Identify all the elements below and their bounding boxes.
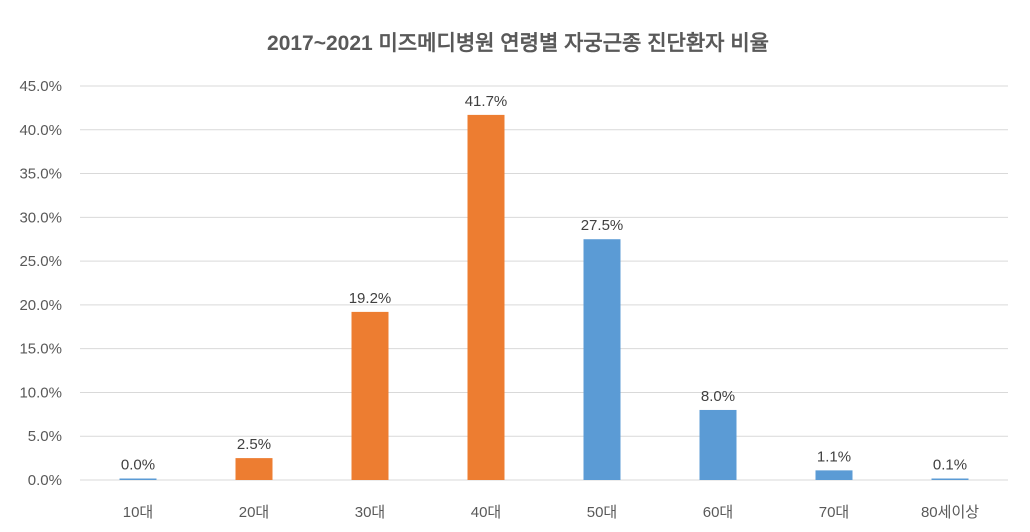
- y-tick-label: 15.0%: [19, 341, 62, 358]
- bar: [119, 478, 157, 480]
- x-tick-label: 70대: [819, 504, 850, 521]
- bar: [931, 478, 969, 480]
- data-label: 2.5%: [237, 436, 271, 453]
- y-tick-label: 0.0%: [28, 472, 62, 489]
- y-tick-label: 25.0%: [19, 253, 62, 270]
- bar: [699, 409, 737, 480]
- bar: [235, 458, 273, 480]
- x-tick-label: 60대: [703, 504, 734, 521]
- x-tick-label: 50대: [587, 504, 618, 521]
- data-label: 0.0%: [121, 457, 155, 474]
- y-tick-label: 45.0%: [19, 78, 62, 95]
- y-tick-label: 40.0%: [19, 122, 62, 139]
- y-tick-label: 35.0%: [19, 166, 62, 183]
- bar: [815, 470, 853, 480]
- data-label: 0.1%: [933, 457, 967, 474]
- y-tick-label: 10.0%: [19, 384, 62, 401]
- x-tick-label: 40대: [471, 504, 502, 521]
- x-tick-label: 80세이상: [921, 504, 979, 521]
- data-label: 19.2%: [349, 290, 392, 307]
- y-tick-label: 20.0%: [19, 297, 62, 314]
- data-label: 1.1%: [817, 448, 851, 465]
- y-tick-label: 5.0%: [28, 428, 62, 445]
- bar: [583, 239, 621, 480]
- data-label: 8.0%: [701, 388, 735, 405]
- y-tick-label: 30.0%: [19, 209, 62, 226]
- chart-title: 2017~2021 미즈메디병원 연령별 자궁근종 진단환자 비율: [267, 32, 769, 55]
- x-tick-label: 30대: [355, 504, 386, 521]
- bar: [467, 114, 505, 480]
- x-tick-label: 10대: [123, 504, 154, 521]
- data-label: 41.7%: [465, 93, 508, 110]
- bar: [351, 311, 389, 480]
- x-tick-label: 20대: [239, 504, 270, 521]
- data-label: 27.5%: [581, 217, 624, 234]
